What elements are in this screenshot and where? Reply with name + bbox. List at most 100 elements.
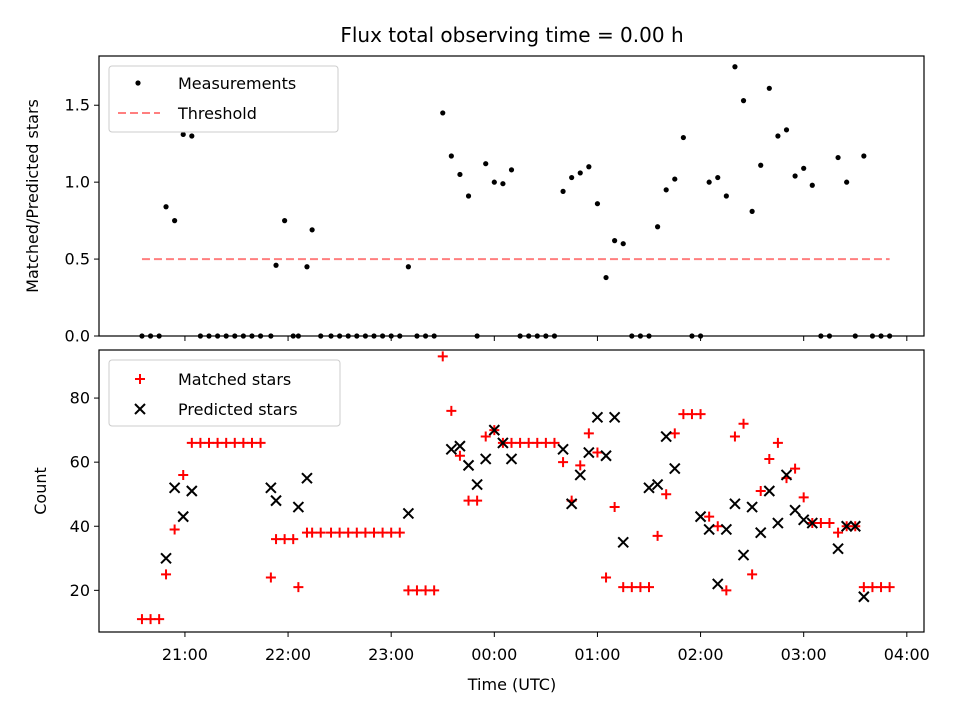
predicted-star-point	[720, 523, 733, 536]
predicted-star-point	[772, 517, 784, 529]
predicted-star-point	[488, 424, 501, 436]
matched-star-point	[858, 582, 869, 593]
bottom-ytick-label: 60	[70, 453, 90, 472]
measurement-point	[646, 333, 652, 339]
matched-star-point	[169, 524, 180, 535]
matched-star-point	[729, 431, 740, 442]
measurement-point	[465, 193, 472, 199]
measurement-point	[474, 333, 480, 339]
measurement-point	[483, 161, 489, 167]
top-ytick-label: 0.0	[65, 327, 90, 346]
matched-star-point	[212, 437, 223, 448]
predicted-star-point	[643, 482, 655, 494]
predicted-star-point	[703, 523, 715, 536]
matched-star-point	[178, 469, 189, 480]
bottom-ytick-label: 40	[70, 517, 90, 536]
matched-star-point	[454, 450, 465, 461]
measurement-point	[397, 333, 403, 339]
matched-star-point	[265, 572, 276, 583]
measurement-point	[517, 333, 523, 339]
matched-star-point	[515, 437, 526, 448]
measurement-point	[783, 127, 790, 133]
bottom-frame	[98, 349, 925, 633]
matched-star-point	[315, 527, 326, 538]
matched-star-point	[712, 521, 723, 532]
matched-star-point	[798, 492, 809, 503]
measurement-point	[577, 170, 583, 176]
bottom-xtick-label: 21:00	[162, 645, 208, 664]
top-ytick-label: 1.0	[65, 173, 90, 192]
measurement-point	[304, 264, 310, 270]
measurement-point	[672, 176, 678, 182]
matched-star-point	[204, 437, 214, 448]
measurement-point	[337, 333, 343, 339]
predicted-star-point	[292, 501, 305, 513]
matched-star-point	[279, 534, 290, 545]
matched-star-point	[532, 437, 543, 448]
predicted-star-point	[462, 459, 475, 472]
measurement-point	[887, 333, 893, 339]
predicted-star-point	[729, 498, 741, 510]
matched-star-point	[221, 437, 232, 448]
measurement-point	[163, 204, 169, 210]
matched-star-point	[686, 409, 697, 420]
predicted-star-point	[712, 578, 724, 590]
predicted-star-point	[763, 485, 776, 497]
matched-star-point	[661, 489, 672, 500]
matched-star-point	[790, 463, 801, 474]
measurement-point	[309, 227, 315, 233]
legend-measurements-marker	[135, 80, 141, 86]
matched-star-point	[154, 614, 165, 625]
measurement-point	[543, 333, 549, 339]
measurement-point	[801, 165, 807, 171]
measurement-point	[328, 333, 334, 339]
measurement-point	[491, 179, 497, 185]
predicted-star-point	[270, 494, 282, 507]
legend-threshold-label: Threshold	[177, 104, 257, 123]
matched-star-point	[601, 572, 612, 583]
predicted-star-point	[840, 520, 853, 532]
matched-star-point	[229, 437, 240, 448]
measurement-point	[223, 333, 229, 339]
measurement-point	[809, 182, 815, 188]
measurement-point	[629, 333, 635, 339]
measurement-point	[792, 173, 798, 179]
matched-star-point	[420, 585, 431, 596]
measurement-point	[680, 134, 686, 141]
predicted-star-point	[694, 510, 707, 523]
measurement-point	[749, 208, 755, 214]
predicted-star-point	[660, 430, 672, 443]
matched-star-point	[669, 428, 680, 439]
matched-star-point	[506, 437, 517, 448]
measurement-point	[371, 333, 377, 339]
measurement-point	[232, 333, 238, 339]
measurement-point	[362, 333, 369, 339]
matched-star-point	[721, 585, 732, 596]
matched-star-point	[145, 614, 156, 625]
measurement-point	[723, 193, 729, 199]
matched-star-point	[334, 527, 345, 538]
matched-star-point	[635, 582, 646, 593]
measurement-point	[172, 218, 178, 224]
measurement-point	[740, 98, 747, 104]
measurement-point	[354, 333, 360, 339]
matched-star-point	[377, 527, 388, 538]
measurement-point	[526, 333, 532, 339]
measurement-point	[844, 179, 850, 185]
predicted-star-point	[445, 443, 458, 456]
measurement-point	[715, 174, 721, 181]
matched-star-point	[738, 418, 749, 429]
predicted-star-point	[265, 482, 277, 494]
predicted-star-point	[505, 453, 518, 465]
measurement-point	[689, 333, 695, 339]
measurement-point	[775, 133, 781, 139]
predicted-star-point	[497, 437, 509, 449]
predicted-star-point	[832, 542, 844, 555]
measurement-point	[500, 181, 506, 187]
predicted-star-point	[608, 411, 621, 424]
matched-star-point	[626, 582, 637, 593]
predicted-star-point	[600, 450, 612, 462]
measurement-point	[612, 238, 618, 244]
matched-star-point	[592, 447, 603, 458]
